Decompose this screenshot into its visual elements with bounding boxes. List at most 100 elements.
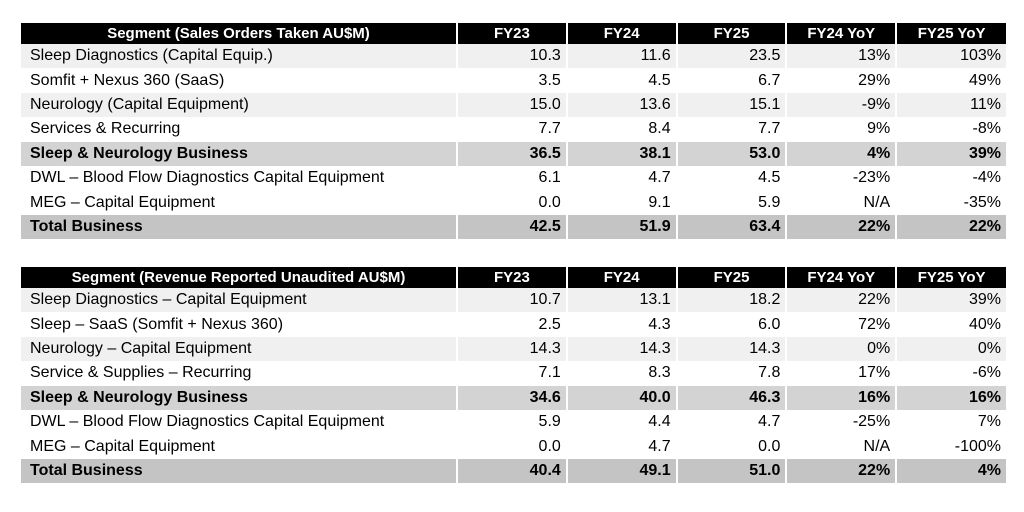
table-cell: 13.6 (565, 92, 678, 118)
table-cell: 18.2 (675, 288, 788, 313)
table-row: Neurology – Capital Equipment 14.3 14.3 14.… (21, 336, 1006, 362)
table-cell: 14.3 (565, 336, 678, 362)
segment-label: MEG – Capital Equipment (21, 434, 458, 459)
table-cell: 51.0 (675, 458, 788, 484)
table-cell: 4.5 (675, 165, 788, 191)
table-body: Sleep Diagnostics (Capital Equip.) 10.3 11… (21, 44, 1006, 240)
table-cell: 3.5 (456, 68, 568, 93)
table-cell: 17% (785, 361, 898, 386)
table-cell: 72% (785, 312, 898, 337)
table-cell: 4% (785, 141, 898, 166)
column-header: FY25 (675, 23, 788, 44)
column-header: FY25 YoY (895, 267, 1006, 288)
table-cell: 14.3 (456, 336, 568, 362)
table-cell: N/A (785, 190, 898, 215)
table-row: Service & Supplies – Recurring 7.1 8.3 7.8 1… (21, 361, 1006, 386)
table-cell: 11.6 (565, 44, 678, 69)
table-cell: 6.0 (675, 312, 788, 337)
segment-label: Neurology (Capital Equipment) (21, 92, 458, 118)
table-cell: 9% (785, 117, 898, 142)
table-cell: N/A (785, 434, 898, 459)
table-cell: -25% (785, 409, 898, 435)
table-cell: 8.4 (565, 117, 678, 142)
column-header: FY24 YoY (785, 23, 898, 44)
table-cell: 4.7 (675, 409, 788, 435)
table-cell: 15.0 (456, 92, 568, 118)
table-cell: 15.1 (675, 92, 788, 118)
header-row: Segment (Revenue Reported Unaudited AU$M… (21, 267, 1006, 288)
table-cell: 4.7 (565, 165, 678, 191)
table-cell: 39% (895, 288, 1006, 313)
table-cell: 11% (895, 92, 1006, 118)
segment-label: Sleep Diagnostics (Capital Equip.) (21, 44, 458, 69)
table-cell: 6.7 (675, 68, 788, 93)
table-cell: 4.3 (565, 312, 678, 337)
table-cell: 22% (785, 288, 898, 313)
table-cell: 0% (895, 336, 1006, 362)
table-cell: 7% (895, 409, 1006, 435)
total-row: Total Business 42.5 51.9 63.4 22% 22% (21, 214, 1006, 240)
table-cell: 46.3 (675, 385, 788, 410)
table-row: Sleep Diagnostics (Capital Equip.) 10.3 11… (21, 44, 1006, 69)
table-cell: 40.0 (565, 385, 678, 410)
table-cell: 0.0 (456, 190, 568, 215)
table-cell: 53.0 (675, 141, 788, 166)
table-cell: 16% (895, 385, 1006, 410)
table-cell: 51.9 (565, 214, 678, 240)
table-cell: 13% (785, 44, 898, 69)
column-header-segment: Segment (Sales Orders Taken AU$M) (21, 23, 458, 44)
segment-label: Service & Supplies – Recurring (21, 361, 458, 386)
table-cell: 16% (785, 385, 898, 410)
total-row: Total Business 40.4 49.1 51.0 22% 4% (21, 458, 1006, 484)
segment-label: Services & Recurring (21, 117, 458, 142)
table-cell: 4.4 (565, 409, 678, 435)
column-header: FY25 (675, 267, 788, 288)
table-body: Sleep Diagnostics – Capital Equipment 10.… (21, 288, 1006, 484)
table-cell: 22% (785, 214, 898, 240)
column-header-segment: Segment (Revenue Reported Unaudited AU$M… (21, 267, 458, 288)
table-cell: 29% (785, 68, 898, 93)
table-cell: -9% (785, 92, 898, 118)
column-header: FY24 (565, 23, 678, 44)
table-cell: 103% (895, 44, 1006, 69)
table-cell: -23% (785, 165, 898, 191)
table-cell: 22% (785, 458, 898, 484)
table-row: Neurology (Capital Equipment) 15.0 13.6 15.… (21, 92, 1006, 118)
table-cell: 22% (895, 214, 1006, 240)
subtotal-row: Sleep & Neurology Business 34.6 40.0 46.3 16… (21, 385, 1006, 410)
table-cell: 0.0 (456, 434, 568, 459)
table-cell: 4.5 (565, 68, 678, 93)
column-header: FY25 YoY (895, 23, 1006, 44)
table-row: MEG – Capital Equipment 0.0 9.1 5.9 N/A -35% (21, 190, 1006, 215)
table-row: MEG – Capital Equipment 0.0 4.7 0.0 N/A -100% (21, 434, 1006, 459)
table-cell: 7.7 (675, 117, 788, 142)
table-cell: 49.1 (565, 458, 678, 484)
table-cell: -100% (895, 434, 1006, 459)
segment-label: Sleep Diagnostics – Capital Equipment (21, 288, 458, 313)
segment-label: Sleep & Neurology Business (21, 385, 458, 410)
table-cell: 7.8 (675, 361, 788, 386)
table-cell: 9.1 (565, 190, 678, 215)
segment-label: DWL – Blood Flow Diagnostics Capital Equ… (21, 409, 458, 435)
table-cell: -8% (895, 117, 1006, 142)
table-row: Sleep Diagnostics – Capital Equipment 10.… (21, 288, 1006, 313)
column-header: FY23 (456, 23, 568, 44)
segment-label: Neurology – Capital Equipment (21, 336, 458, 362)
table-cell: 7.7 (456, 117, 568, 142)
table-cell: 10.7 (456, 288, 568, 313)
table-cell: -6% (895, 361, 1006, 386)
table-cell: 39% (895, 141, 1006, 166)
segment-label: Sleep – SaaS (Somfit + Nexus 360) (21, 312, 458, 337)
sales-orders-table: Segment (Sales Orders Taken AU$M) FY23 FY2… (21, 23, 1006, 240)
column-header: FY24 (565, 267, 678, 288)
table-cell: -4% (895, 165, 1006, 191)
table-cell: 49% (895, 68, 1006, 93)
table-header: Segment (Sales Orders Taken AU$M) FY23 FY2… (21, 23, 1006, 44)
segment-label: Total Business (21, 214, 458, 240)
table-row: DWL – Blood Flow Diagnostics Capital Equ… (21, 165, 1006, 191)
segment-label: Somfit + Nexus 360 (SaaS) (21, 68, 458, 93)
segment-label: DWL – Blood Flow Diagnostics Capital Equ… (21, 165, 458, 191)
column-header: FY23 (456, 267, 568, 288)
table-row: DWL – Blood Flow Diagnostics Capital Equ… (21, 409, 1006, 435)
revenue-reported-table: Segment (Revenue Reported Unaudited AU$M… (21, 267, 1006, 484)
